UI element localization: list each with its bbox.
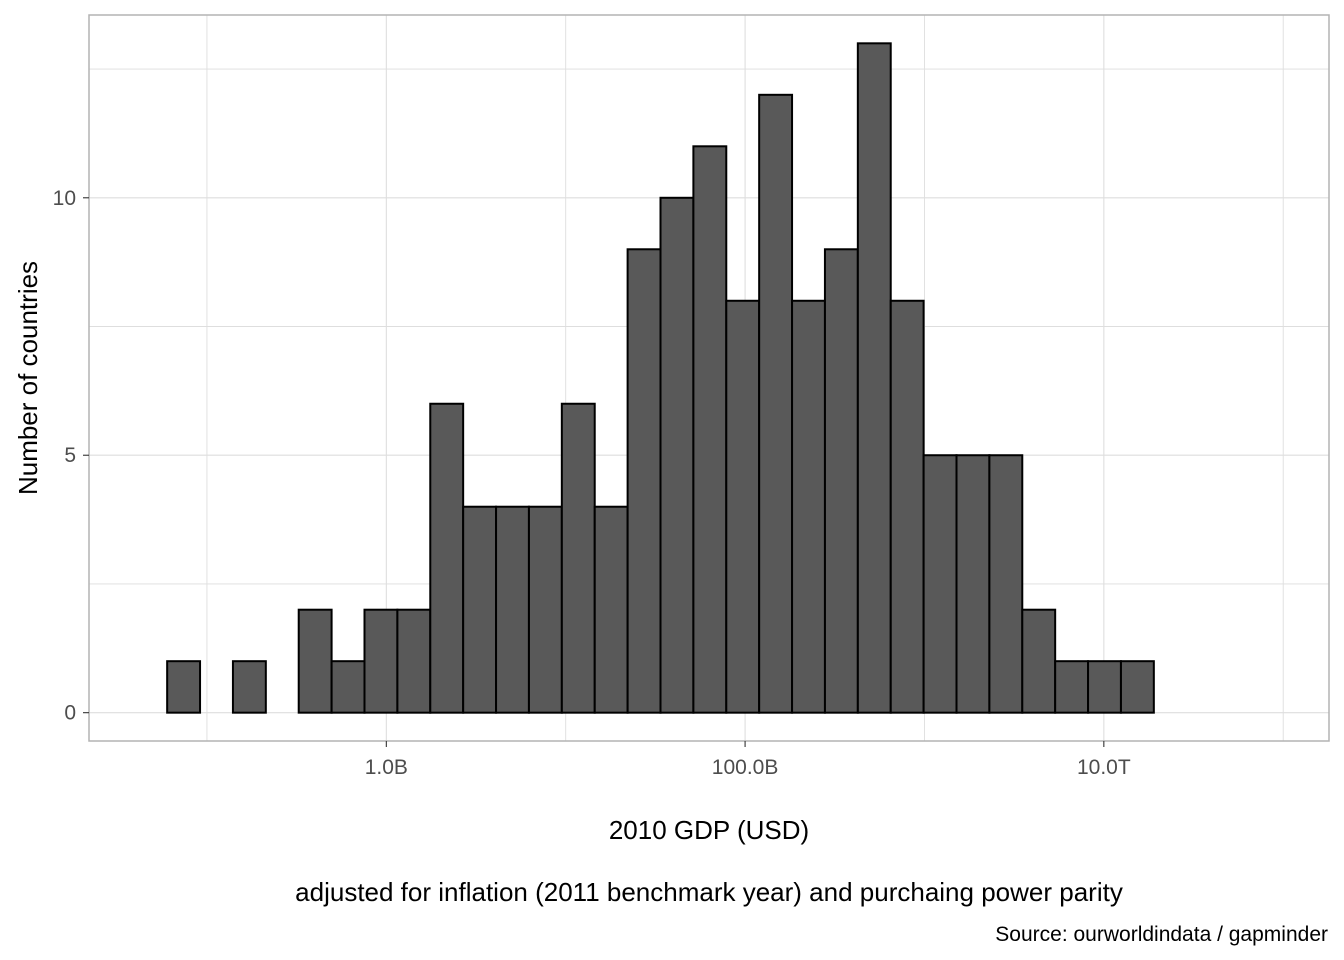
- y-axis-ticks: 0 5 10: [53, 187, 89, 725]
- histogram-bar: [988, 454, 1024, 714]
- x-tick-label: 100.0B: [712, 756, 779, 779]
- y-tick-label: 5: [64, 444, 76, 467]
- x-axis-subtitle: adjusted for inflation (2011 benchmark y…: [295, 877, 1123, 907]
- histogram-bar: [297, 608, 333, 714]
- histogram-bar: [593, 505, 629, 714]
- histogram-bar: [396, 608, 432, 714]
- histogram-bar: [429, 402, 465, 714]
- histogram-bar: [758, 93, 794, 714]
- histogram-bar: [495, 505, 530, 714]
- histogram-bar: [527, 505, 563, 714]
- histogram-bars: [166, 42, 1155, 714]
- histogram-bar: [889, 299, 925, 714]
- histogram-bar: [823, 248, 859, 714]
- histogram-bar: [1021, 608, 1057, 714]
- histogram-bar: [692, 145, 728, 714]
- x-axis-title: 2010 GDP (USD): [609, 815, 809, 845]
- histogram-bar: [462, 505, 498, 714]
- histogram-bar: [626, 248, 662, 714]
- histogram-bar: [560, 402, 596, 714]
- x-axis-ticks: 1.0B 100.0B 10.0T: [365, 741, 1131, 779]
- x-tick-label: 1.0B: [365, 756, 408, 779]
- source-caption: Source: ourworldindata / gapminder: [995, 923, 1328, 946]
- histogram-bar: [1087, 660, 1122, 714]
- histogram-bar: [791, 299, 826, 714]
- histogram-bar: [231, 660, 267, 714]
- histogram-bar: [166, 660, 202, 714]
- y-axis-title: Number of countries: [13, 261, 43, 495]
- histogram-bar: [922, 454, 958, 714]
- histogram-bar: [725, 299, 761, 714]
- x-tick-label: 10.0T: [1077, 756, 1131, 779]
- histogram-bar: [330, 660, 366, 714]
- histogram-bar: [659, 196, 695, 714]
- y-tick-label: 0: [64, 702, 76, 725]
- histogram-bar: [955, 454, 991, 714]
- histogram-bar: [363, 608, 399, 714]
- histogram-bar: [1119, 660, 1155, 714]
- histogram-bar: [856, 42, 892, 714]
- histogram-bar: [1054, 660, 1090, 714]
- panel-border: [88, 14, 1330, 742]
- y-tick-label: 10: [53, 187, 76, 210]
